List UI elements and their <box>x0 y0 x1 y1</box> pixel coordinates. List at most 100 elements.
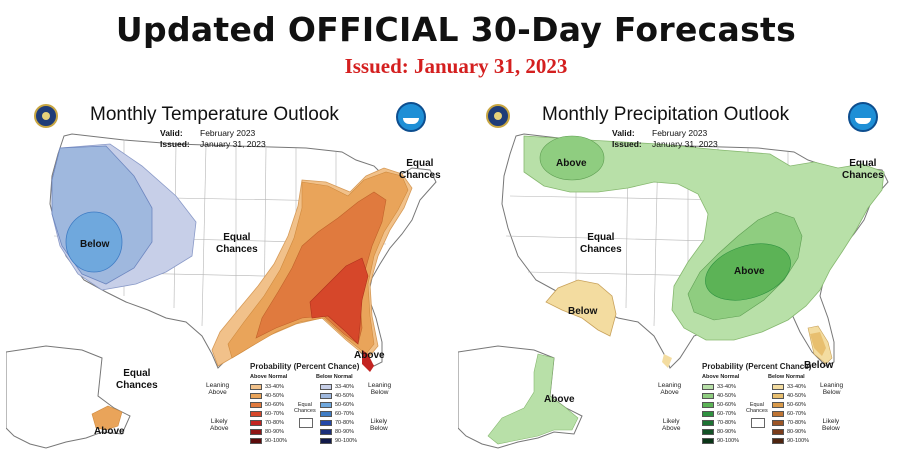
legend-swatch <box>250 419 262 426</box>
legend-row: 70-80% <box>320 418 357 427</box>
legend-row: 33-40% <box>320 382 357 391</box>
legend-row: 40-50% <box>320 391 357 400</box>
legend-swatch <box>772 383 784 390</box>
legend-range-label: 33-40% <box>335 383 354 390</box>
legend-range-label: 50-60% <box>265 401 284 408</box>
label-below-sw: Below <box>568 306 598 317</box>
legend-swatch <box>772 428 784 435</box>
legend-row: 80-90% <box>772 427 809 436</box>
legend-row: 40-50% <box>772 391 809 400</box>
legend-swatch <box>772 410 784 417</box>
legend-range-label: 90-100% <box>265 437 288 444</box>
legend-row: 90-100% <box>250 436 287 445</box>
legend-swatch <box>702 437 714 444</box>
noaa-logo-icon <box>396 102 426 132</box>
legend-row: 80-90% <box>250 427 287 436</box>
precipitation-legend: Probability (Percent Chance) Above Norma… <box>654 362 906 450</box>
page-title: Updated OFFICIAL 30-Day Forecasts <box>115 10 797 49</box>
legend-row: 60-70% <box>250 409 287 418</box>
precipitation-map <box>458 133 889 449</box>
legend-range-label: 33-40% <box>717 383 736 390</box>
legend-leaning-below: Leaning Below <box>820 382 844 396</box>
legend-equal-chances: Equal Chances <box>746 402 768 414</box>
legend-row: 50-60% <box>250 400 287 409</box>
legend-range-label: 70-80% <box>717 419 736 426</box>
legend-range-label: 60-70% <box>717 410 736 417</box>
legend-swatch <box>702 419 714 426</box>
legend-range-label: 40-50% <box>335 392 354 399</box>
label-below-fl: Below <box>804 360 834 371</box>
legend-swatch <box>250 392 262 399</box>
legend-row: 80-90% <box>320 427 357 436</box>
legend-swatch <box>702 392 714 399</box>
temperature-legend: Probability (Percent Chance) Above Norma… <box>202 362 454 450</box>
legend-likely-below: Likely Below <box>822 418 840 432</box>
legend-below-swatches: 33-40% 40-50% 50-60% 60-70% 70-80% 80-90% 90-1… <box>320 382 357 445</box>
legend-leaning-below: Leaning Below <box>368 382 392 396</box>
legend-equal-chances-swatch <box>751 418 765 428</box>
legend-swatch <box>320 392 332 399</box>
doc-seal-icon <box>486 104 510 128</box>
above-precip-nw-40 <box>539 135 605 181</box>
legend-above-normal: Above Normal <box>702 374 740 380</box>
legend-swatch <box>250 401 262 408</box>
legend-range-label: 80-90% <box>335 428 354 435</box>
below-region-50 <box>65 211 123 273</box>
legend-equal-chances: Equal Chances <box>294 402 316 414</box>
legend-row: 60-70% <box>320 409 357 418</box>
legend-range-label: 40-50% <box>717 392 736 399</box>
legend-row: 70-80% <box>250 418 287 427</box>
legend-likely-above: Likely Above <box>662 418 681 432</box>
legend-range-label: 90-100% <box>717 437 740 444</box>
legend-swatch <box>250 428 262 435</box>
legend-range-label: 80-90% <box>717 428 736 435</box>
noaa-logo-icon <box>848 102 878 132</box>
above-precip-50 <box>705 243 791 301</box>
legend-above-swatches: 33-40% 40-50% 50-60% 60-70% 70-80% 80-90% 90-1… <box>702 382 739 445</box>
legend-swatch <box>772 437 784 444</box>
legend-swatch <box>250 437 262 444</box>
legend-range-label: 60-70% <box>265 410 284 417</box>
legend-title: Probability (Percent Chance) <box>250 362 360 371</box>
doc-seal-icon <box>34 104 58 128</box>
label-equal-center: Equal Chances <box>216 232 258 255</box>
legend-row: 90-100% <box>702 436 739 445</box>
label-above-alaska: Above <box>544 394 575 405</box>
below-precip-fl-40 <box>810 332 826 356</box>
legend-range-label: 80-90% <box>787 428 806 435</box>
above-region-70 <box>362 350 374 372</box>
legend-swatch <box>772 392 784 399</box>
temperature-title: Monthly Temperature Outlook <box>90 104 339 125</box>
label-above-nw: Above <box>556 158 587 169</box>
legend-row: 70-80% <box>772 418 809 427</box>
legend-row: 40-50% <box>702 391 739 400</box>
legend-range-label: 33-40% <box>265 383 284 390</box>
legend-swatch <box>320 401 332 408</box>
legend-row: 33-40% <box>702 382 739 391</box>
legend-likely-below: Likely Below <box>370 418 388 432</box>
temperature-map <box>6 133 437 449</box>
precipitation-title: Monthly Precipitation Outlook <box>542 104 790 125</box>
legend-row: 33-40% <box>250 382 287 391</box>
below-precip-gulf <box>662 354 672 368</box>
legend-row: 40-50% <box>250 391 287 400</box>
legend-swatch <box>772 401 784 408</box>
legend-row: 50-60% <box>702 400 739 409</box>
legend-row: 80-90% <box>702 427 739 436</box>
temperature-valid: Valid: February 2023 <box>160 128 256 138</box>
legend-range-label: 40-50% <box>787 392 806 399</box>
label-above-alaska: Above <box>94 426 125 437</box>
label-equal-center: Equal Chances <box>580 232 622 255</box>
alaska-above <box>487 353 579 445</box>
legend-swatch <box>702 401 714 408</box>
legend-row: 70-80% <box>702 418 739 427</box>
legend-range-label: 80-90% <box>265 428 284 435</box>
legend-range-label: 90-100% <box>335 437 358 444</box>
legend-likely-above: Likely Above <box>210 418 229 432</box>
label-above-se: Above <box>354 350 385 361</box>
legend-swatch <box>250 410 262 417</box>
legend-range-label: 50-60% <box>335 401 354 408</box>
temperature-issued: Issued: January 31, 2023 <box>160 139 266 149</box>
legend-range-label: 70-80% <box>335 419 354 426</box>
legend-row: 33-40% <box>772 382 809 391</box>
